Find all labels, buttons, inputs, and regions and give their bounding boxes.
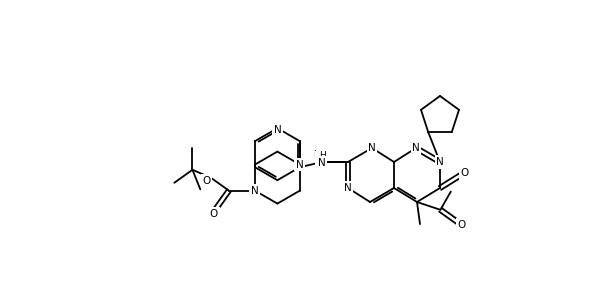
Text: N: N	[412, 143, 420, 153]
Text: O: O	[203, 176, 211, 186]
Text: N: N	[274, 125, 281, 135]
Text: N: N	[296, 160, 304, 170]
Text: O: O	[458, 220, 465, 230]
Text: N: N	[436, 157, 444, 167]
Text: H: H	[313, 150, 321, 158]
Text: N: N	[318, 158, 326, 168]
Text: N: N	[344, 183, 352, 193]
Text: N: N	[251, 186, 259, 196]
Text: H: H	[319, 151, 325, 160]
Text: N: N	[316, 153, 324, 163]
Text: O: O	[210, 209, 218, 219]
Text: N: N	[368, 143, 376, 153]
Text: O: O	[461, 168, 469, 178]
